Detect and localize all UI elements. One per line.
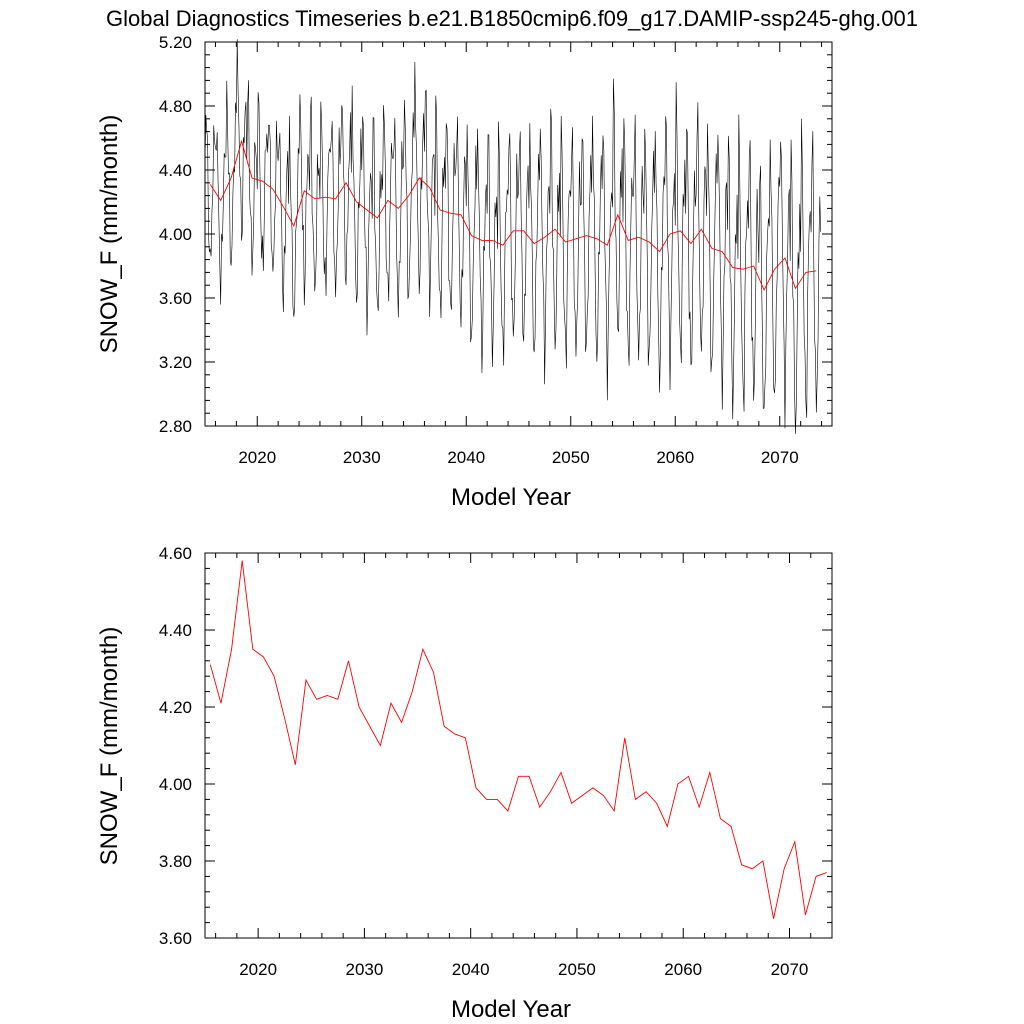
x-tick-label-2030: 2030: [343, 448, 381, 467]
x-tick-label-2050: 2050: [558, 960, 596, 979]
y-tick-label-4.00: 4.00: [159, 775, 192, 794]
x-tick-label-2070: 2070: [761, 448, 799, 467]
y-tick-label-4.80: 4.80: [159, 97, 192, 116]
y-tick-label-3.60: 3.60: [159, 929, 192, 948]
chart-top: 2020 2030 2040 2050 2060 2070 2.80 3.20 3.60 4.00…: [96, 33, 833, 511]
series-annual-line: [209, 560, 827, 919]
figure-title: Global Diagnostics Timeseries b.e21.B185…: [106, 6, 918, 31]
y-tick-label-3.60: 3.60: [159, 289, 192, 308]
chart-top-xlabel: Model Year: [451, 484, 571, 511]
x-tick-label-2020: 2020: [239, 960, 277, 979]
chart-bottom-ticks: 2020 2030 2040 2050 2060 2070 3.60 3.80 4.00 4.20…: [159, 544, 833, 979]
chart-top-ylabel: SNOW_F (mm/month): [96, 115, 123, 354]
y-tick-label-4.40: 4.40: [159, 161, 192, 180]
y-tick-label-3.80: 3.80: [159, 852, 192, 871]
y-tick-label-4.40: 4.40: [159, 621, 192, 640]
y-tick-label-4.00: 4.00: [159, 225, 192, 244]
chart-bottom-frame: [204, 552, 833, 939]
chart-bottom-series: [209, 560, 827, 919]
chart-top-ticks: 2020 2030 2040 2050 2060 2070 2.80 3.20 3.60 4.00…: [159, 33, 832, 467]
chart-bottom: 2020 2030 2040 2050 2060 2070 3.60 3.80 4.00 4.20…: [96, 544, 833, 1023]
x-tick-label-2060: 2060: [656, 448, 694, 467]
x-tick-label-2040: 2040: [452, 960, 490, 979]
y-tick-label-4.20: 4.20: [159, 698, 192, 717]
y-tick-label-5.20: 5.20: [159, 33, 192, 52]
y-tick-label-2.80: 2.80: [159, 417, 192, 436]
x-tick-label-2070: 2070: [771, 960, 809, 979]
y-tick-label-3.20: 3.20: [159, 353, 192, 372]
chart-top-series: [204, 39, 821, 434]
x-tick-label-2060: 2060: [664, 960, 702, 979]
chart-bottom-xlabel: Model Year: [451, 996, 571, 1023]
x-tick-label-2040: 2040: [447, 448, 485, 467]
x-tick-label-2020: 2020: [238, 448, 276, 467]
x-tick-label-2050: 2050: [552, 448, 590, 467]
series-monthly-line: [204, 39, 821, 434]
chart-bottom-ylabel: SNOW_F (mm/month): [96, 627, 123, 866]
x-tick-label-2030: 2030: [345, 960, 383, 979]
y-tick-label-4.60: 4.60: [159, 544, 192, 563]
